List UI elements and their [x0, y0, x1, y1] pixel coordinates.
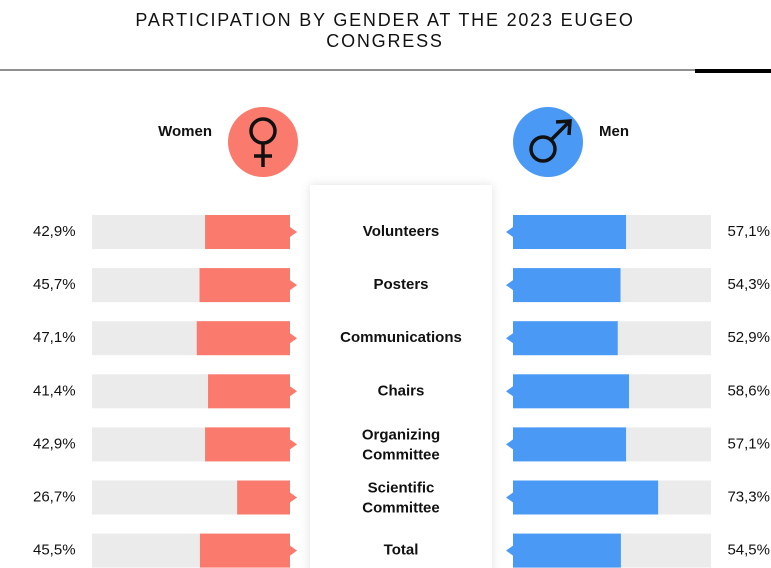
value-label: 54,5%: [727, 542, 770, 559]
bar-pointer: [290, 333, 297, 344]
value-label: 42,9%: [33, 435, 76, 452]
category-label: Organizing Committee: [362, 426, 440, 463]
bar-pointer: [506, 333, 513, 344]
bar-pointer: [290, 227, 297, 237]
value-label: 58,6%: [727, 382, 770, 399]
male-symbol: [555, 119, 572, 136]
category-label: Chairs: [378, 382, 425, 399]
legend-label: Men: [599, 123, 629, 140]
bar: [237, 480, 290, 515]
chart-title: PARTICIPATION BY GENDER AT THE 2023 EUGE…: [135, 10, 635, 51]
value-label: 52,9%: [727, 329, 770, 346]
category-label: Communications: [340, 329, 462, 346]
category-label: Volunteers: [363, 223, 439, 240]
men-icon-bg: [513, 107, 583, 177]
legend-label: Women: [158, 123, 212, 140]
bar: [199, 268, 290, 303]
bar: [513, 480, 659, 515]
bar-pointer: [290, 545, 297, 556]
male-symbol: [529, 135, 557, 163]
value-label: 73,3%: [727, 488, 770, 505]
value-label: 47,1%: [33, 329, 76, 346]
bar: [513, 533, 621, 568]
value-label: 57,1%: [727, 435, 770, 452]
bar-pointer: [290, 439, 297, 450]
bar: [205, 427, 290, 462]
bar-pointer: [506, 492, 513, 503]
value-label: 42,9%: [33, 223, 76, 240]
bar: [513, 268, 621, 303]
bar: [208, 374, 290, 409]
bar-pointer: [506, 439, 513, 450]
value-label: 45,7%: [33, 276, 76, 293]
value-label: 45,5%: [33, 542, 76, 559]
value-label: 41,4%: [33, 382, 76, 399]
bar: [513, 321, 618, 356]
value-label: 26,7%: [33, 488, 76, 505]
bar: [205, 215, 290, 249]
bar-pointer: [506, 545, 513, 556]
bar: [513, 427, 627, 462]
bar-pointer: [290, 280, 297, 291]
category-label: Total: [384, 542, 419, 559]
bar: [513, 215, 627, 249]
bar-pointer: [506, 386, 513, 397]
bar: [513, 374, 630, 409]
icons: [228, 107, 583, 177]
male-symbol: [549, 121, 570, 142]
bar: [196, 321, 290, 356]
bar-pointer: [290, 492, 297, 503]
value-label: 57,1%: [727, 223, 770, 240]
category-label: Scientific Committee: [362, 479, 440, 516]
category-label: Posters: [373, 276, 428, 293]
bar-pointer: [506, 227, 513, 237]
bar-pointer: [290, 386, 297, 397]
center-band: [310, 185, 492, 568]
bar-pointer: [506, 280, 513, 291]
bar: [199, 533, 290, 568]
value-label: 54,3%: [727, 276, 770, 293]
